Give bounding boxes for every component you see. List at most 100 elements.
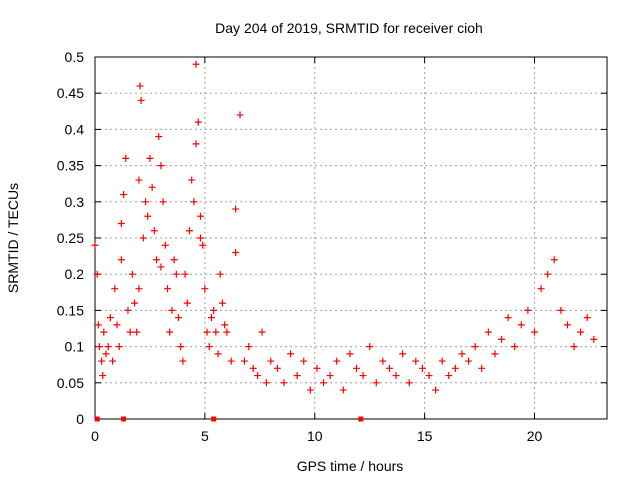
data-point xyxy=(175,314,183,322)
y-tick-label: 0.5 xyxy=(65,49,85,65)
data-point xyxy=(240,357,248,365)
data-point xyxy=(287,350,295,358)
data-point xyxy=(313,364,321,372)
data-point xyxy=(102,350,110,358)
zero-marker xyxy=(94,416,100,422)
data-points xyxy=(91,60,598,394)
data-point xyxy=(590,335,598,343)
y-tick-label: 0.45 xyxy=(57,85,84,101)
data-point xyxy=(117,256,125,264)
data-point xyxy=(458,350,466,358)
data-point xyxy=(170,256,178,264)
data-point xyxy=(471,343,479,351)
data-point xyxy=(524,306,532,314)
data-point xyxy=(405,379,413,387)
data-point xyxy=(352,364,360,372)
x-tick-label: 0 xyxy=(91,428,99,444)
x-tick-label: 20 xyxy=(527,428,543,444)
data-point xyxy=(227,357,235,365)
data-point xyxy=(465,357,473,365)
data-point xyxy=(124,306,132,314)
data-point xyxy=(135,176,143,184)
data-point xyxy=(218,299,226,307)
data-point xyxy=(232,248,240,256)
zero-markers xyxy=(94,416,364,422)
data-point xyxy=(155,133,163,141)
data-point xyxy=(177,343,185,351)
data-point xyxy=(570,343,578,351)
data-point xyxy=(221,321,229,329)
data-point xyxy=(484,328,492,336)
data-point xyxy=(385,364,393,372)
data-point xyxy=(557,306,565,314)
data-point xyxy=(563,321,571,329)
data-point xyxy=(98,357,106,365)
data-point xyxy=(190,198,198,206)
data-point xyxy=(199,241,207,249)
data-point xyxy=(153,256,161,264)
y-tick-label: 0.4 xyxy=(65,121,85,137)
data-point xyxy=(113,321,121,329)
data-point xyxy=(372,379,380,387)
data-point xyxy=(210,306,218,314)
chart-title: Day 204 of 2019, SRMTID for receiver cio… xyxy=(215,20,483,36)
x-tick-label: 10 xyxy=(307,428,323,444)
data-point xyxy=(183,299,191,307)
data-point xyxy=(157,263,165,271)
y-tick-label: 0.25 xyxy=(57,230,84,246)
data-point xyxy=(137,96,145,104)
data-point xyxy=(188,176,196,184)
data-point xyxy=(135,285,143,293)
zero-marker xyxy=(121,416,127,422)
data-point xyxy=(95,343,103,351)
y-tick-label: 0 xyxy=(76,411,84,427)
data-point xyxy=(366,343,374,351)
data-point xyxy=(346,350,354,358)
data-point xyxy=(245,343,253,351)
data-point xyxy=(207,314,215,322)
data-point xyxy=(339,386,347,394)
y-tick-label: 0.15 xyxy=(57,302,84,318)
data-point xyxy=(258,328,266,336)
data-point xyxy=(201,285,209,293)
x-axis-label: GPS time / hours xyxy=(297,458,404,474)
data-point xyxy=(196,234,204,242)
data-point xyxy=(161,241,169,249)
data-point xyxy=(254,372,262,380)
data-point xyxy=(530,328,538,336)
x-tick-label: 15 xyxy=(417,428,433,444)
y-axis-label: SRMTID / TECUs xyxy=(5,183,21,293)
data-point xyxy=(157,162,165,170)
data-point xyxy=(399,350,407,358)
data-point xyxy=(212,328,220,336)
data-point xyxy=(517,321,525,329)
data-point xyxy=(451,364,459,372)
data-point xyxy=(216,270,224,278)
zero-marker xyxy=(358,416,364,422)
data-point xyxy=(166,328,174,336)
data-point xyxy=(379,357,387,365)
data-point xyxy=(131,299,139,307)
y-tick-label: 0.1 xyxy=(65,339,85,355)
data-point xyxy=(179,357,187,365)
data-point xyxy=(306,386,314,394)
data-point xyxy=(168,306,176,314)
data-point xyxy=(146,154,154,162)
data-point xyxy=(333,357,341,365)
data-point xyxy=(432,386,440,394)
data-point xyxy=(139,234,147,242)
data-point xyxy=(148,183,156,191)
data-point xyxy=(142,198,150,206)
y-tick-label: 0.05 xyxy=(57,375,84,391)
data-point xyxy=(205,343,213,351)
data-point xyxy=(159,198,167,206)
data-point xyxy=(91,241,99,249)
data-point xyxy=(445,372,453,380)
data-point xyxy=(192,60,200,68)
data-point xyxy=(438,357,446,365)
data-point xyxy=(418,364,426,372)
data-point xyxy=(320,379,328,387)
data-point xyxy=(273,364,281,372)
data-point xyxy=(267,357,275,365)
